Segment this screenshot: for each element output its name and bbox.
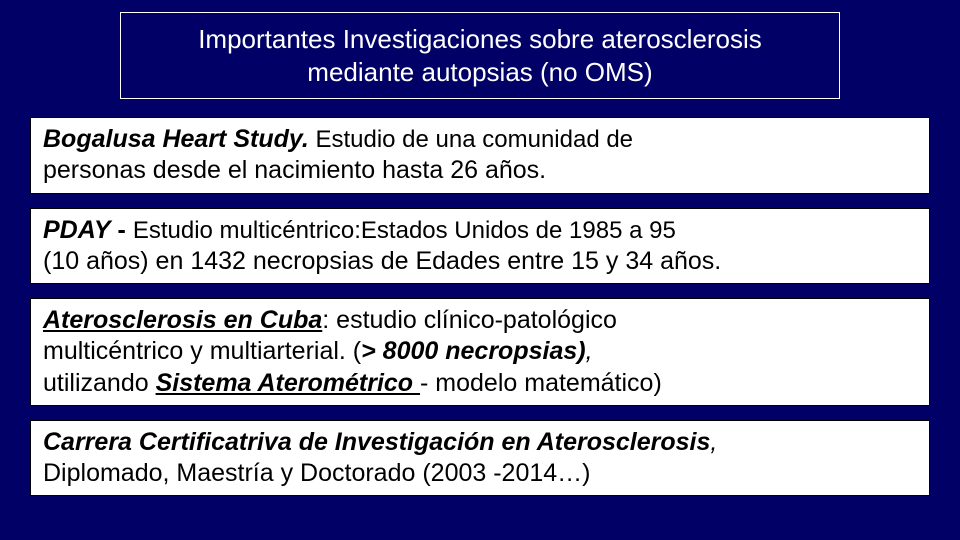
pday-rest1: Estudio multicéntrico:Estados Unidos de … <box>133 217 676 244</box>
bogalusa-line2: personas desde el nacimiento hasta 26 añ… <box>43 156 546 184</box>
carrera-line2: Diplomado, Maestría y Doctorado (2003 -2… <box>43 459 591 487</box>
cuba-lead: Aterosclerosis en Cuba <box>43 306 322 334</box>
bogalusa-lead: Bogalusa Heart Study. <box>43 125 309 153</box>
pday-dash: - <box>111 216 133 244</box>
cuba-line2c: , <box>586 337 593 365</box>
title-line1: Importantes Investigaciones sobre ateros… <box>198 24 762 54</box>
cuba-line3b: Sistema Aterométrico <box>156 369 420 397</box>
pday-line2: (10 años) en 1432 necropsias de Edades e… <box>43 247 721 275</box>
cuba-colon: : <box>322 306 336 334</box>
bogalusa-rest1: Estudio de una comunidad de <box>309 126 633 153</box>
cuba-line3a: utilizando <box>43 369 156 397</box>
carrera-lead: Carrera Certificatriva de Investigación … <box>43 428 710 456</box>
box-bogalusa: Bogalusa Heart Study. Estudio de una com… <box>30 117 930 194</box>
carrera-comma: , <box>710 428 717 456</box>
cuba-line2b: > 8000 necropsias) <box>361 337 585 365</box>
box-cuba: Aterosclerosis en Cuba: estudio clínico-… <box>30 298 930 406</box>
box-carrera: Carrera Certificatriva de Investigación … <box>30 420 930 497</box>
pday-lead: PDAY <box>43 216 111 244</box>
cuba-rest1: estudio clínico-patológico <box>336 306 617 334</box>
cuba-line2a: multicéntrico y multiarterial. ( <box>43 337 361 365</box>
title-box: Importantes Investigaciones sobre ateros… <box>120 12 840 99</box>
title-line2: mediante autopsias (no OMS) <box>307 57 652 87</box>
box-pday: PDAY - Estudio multicéntrico:Estados Uni… <box>30 208 930 285</box>
cuba-line3c: - modelo matemático) <box>420 369 662 397</box>
